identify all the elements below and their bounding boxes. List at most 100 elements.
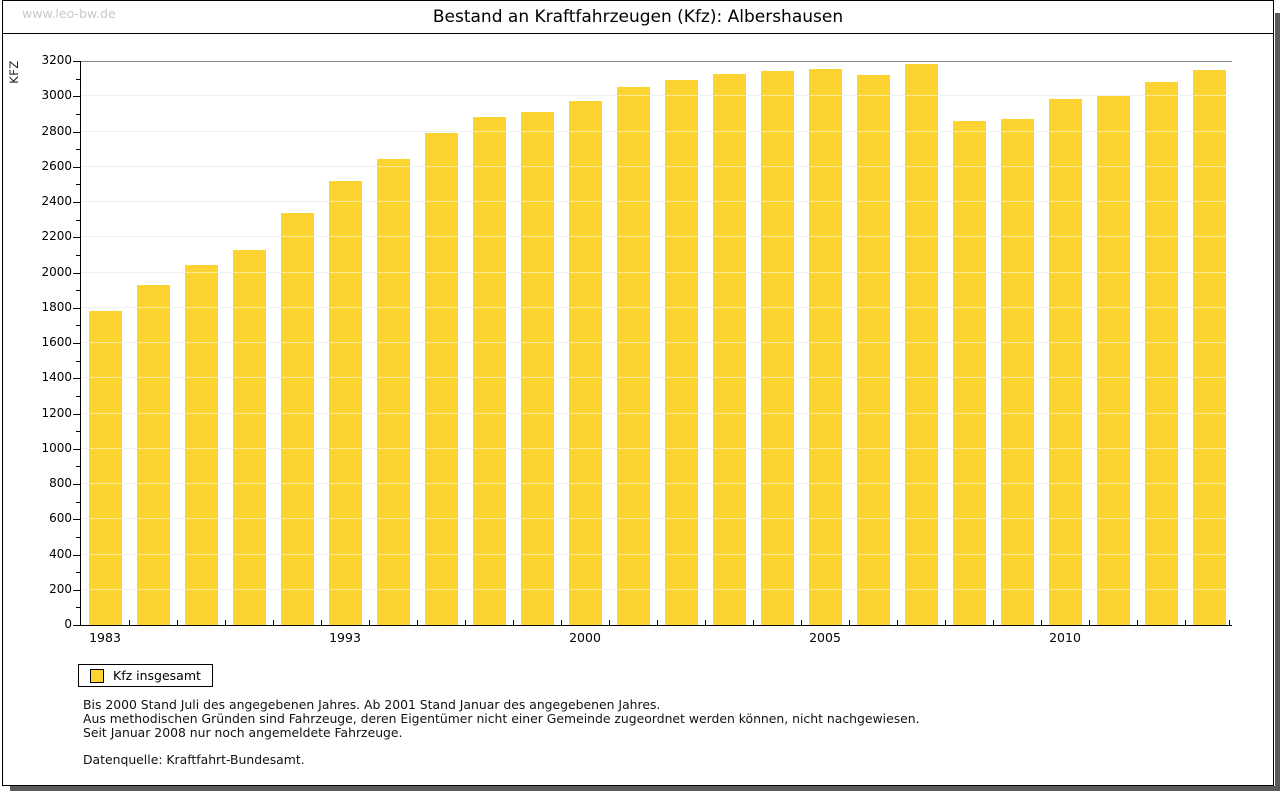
y-tick xyxy=(73,448,80,450)
y-minor-tick xyxy=(76,431,80,433)
y-gridline-overlay xyxy=(80,412,1231,414)
bar xyxy=(1192,69,1226,625)
title-bar: Bestand an Kraftfahrzeugen (Kfz): Albers… xyxy=(3,1,1273,33)
legend-swatch xyxy=(90,668,104,683)
footnote-line: Seit Januar 2008 nur noch angemeldete Fa… xyxy=(83,724,403,740)
bar xyxy=(856,75,890,625)
y-tick xyxy=(73,272,80,274)
y-tick xyxy=(73,413,80,415)
x-tick xyxy=(656,620,658,625)
y-gridline-overlay xyxy=(80,236,1231,238)
y-gridline-overlay xyxy=(80,165,1231,167)
x-tick xyxy=(944,620,946,625)
x-tick xyxy=(1136,620,1138,625)
x-tick xyxy=(1228,620,1230,625)
y-tick xyxy=(73,307,80,309)
x-tick xyxy=(320,620,322,625)
y-gridline-overlay xyxy=(80,95,1231,97)
y-tick-label: 3000 xyxy=(41,88,72,103)
y-tick xyxy=(73,96,80,98)
y-tick xyxy=(73,237,80,239)
x-tick-label: 2010 xyxy=(1049,630,1081,645)
x-tick-label: 1983 xyxy=(89,630,121,645)
x-tick-label: 2005 xyxy=(809,630,841,645)
y-gridline-overlay xyxy=(80,271,1231,273)
bar xyxy=(664,79,698,625)
y-tick xyxy=(73,625,80,626)
bar xyxy=(376,158,410,625)
bar xyxy=(616,87,650,625)
footnotes: Bis 2000 Stand Juli des angegebenen Jahr… xyxy=(83,698,920,739)
x-tick xyxy=(608,620,610,625)
x-tick xyxy=(416,620,418,625)
y-tick-label: 400 xyxy=(49,546,72,561)
y-gridline-overlay xyxy=(80,518,1231,520)
y-tick xyxy=(73,166,80,168)
y-tick-label: 1400 xyxy=(41,370,72,385)
x-tick xyxy=(560,620,562,625)
y-minor-tick xyxy=(76,572,80,574)
x-tick xyxy=(752,620,754,625)
y-minor-tick xyxy=(76,607,80,609)
legend-label: Kfz insgesamt xyxy=(113,668,201,683)
y-tick-label: 0 xyxy=(64,617,72,631)
y-axis-title: KFZ xyxy=(7,60,21,84)
y-minor-tick xyxy=(76,290,80,292)
bar xyxy=(904,63,938,625)
x-tick xyxy=(464,620,466,625)
bar xyxy=(472,116,506,625)
y-tick-label: 1800 xyxy=(41,299,72,314)
watermark: www.leo-bw.de xyxy=(22,6,116,21)
y-gridline-overlay xyxy=(80,201,1231,202)
x-tick xyxy=(992,620,994,625)
y-tick xyxy=(73,589,80,591)
datasource-line: Datenquelle: Kraftfahrt-Bundesamt. xyxy=(83,752,305,767)
y-minor-tick xyxy=(76,184,80,186)
x-tick-label: 1993 xyxy=(329,630,361,645)
y-tick xyxy=(73,202,80,203)
bar xyxy=(328,180,362,625)
bar xyxy=(88,311,122,625)
footnote-line: Bis 2000 Stand Juli des angegebenen Jahr… xyxy=(83,697,661,712)
y-gridline-overlay xyxy=(80,553,1231,555)
y-tick-label: 2200 xyxy=(41,229,72,244)
bar xyxy=(952,120,986,625)
x-tick xyxy=(368,620,370,625)
y-tick xyxy=(73,131,80,133)
y-gridline-overlay xyxy=(80,447,1231,449)
frame-shadow-bottom xyxy=(10,786,1280,791)
x-tick xyxy=(704,620,706,625)
y-minor-tick xyxy=(76,149,80,151)
y-tick xyxy=(73,343,80,344)
y-gridline-overlay xyxy=(80,306,1231,308)
x-tick xyxy=(896,620,898,625)
x-tick xyxy=(512,620,514,625)
x-tick xyxy=(800,620,802,625)
x-tick xyxy=(224,620,226,625)
y-minor-tick xyxy=(76,536,80,538)
x-tick xyxy=(176,620,178,625)
x-tick xyxy=(848,620,850,625)
y-tick-label: 3200 xyxy=(41,53,72,67)
plot-area: 0 200 400 600 800 1000 1200 1400 1600 1800 2000 220… xyxy=(41,54,1232,645)
y-tick xyxy=(73,554,80,556)
x-tick xyxy=(272,620,274,625)
y-tick-label: 1600 xyxy=(41,335,72,349)
x-tick xyxy=(128,620,130,625)
y-gridline-overlay xyxy=(80,130,1231,132)
bar xyxy=(520,112,554,625)
y-tick-label: 1200 xyxy=(41,405,72,420)
bar xyxy=(712,74,746,625)
legend-box: Kfz insgesamt xyxy=(78,664,213,687)
y-minor-tick xyxy=(76,466,80,468)
bar xyxy=(136,284,170,625)
y-tick xyxy=(73,61,80,62)
y-tick xyxy=(73,484,80,485)
y-minor-tick xyxy=(76,254,80,256)
y-tick xyxy=(73,519,80,521)
bar xyxy=(1000,119,1034,625)
chart-title: Bestand an Kraftfahrzeugen (Kfz): Albers… xyxy=(432,7,844,27)
y-gridline-overlay xyxy=(80,377,1231,379)
x-tick xyxy=(1184,620,1186,625)
y-tick-label: 200 xyxy=(49,581,72,596)
